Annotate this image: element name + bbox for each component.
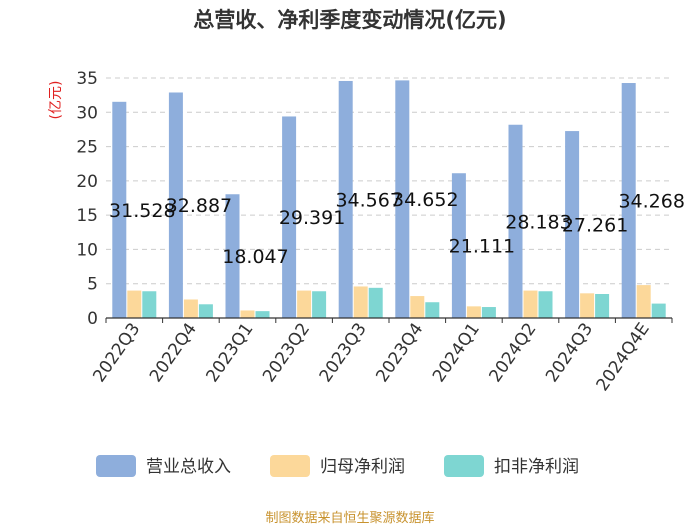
x-tick-label: 2023Q4 [372, 319, 427, 386]
bar [410, 296, 425, 318]
x-tick-label: 2024Q1 [429, 319, 484, 386]
bar [183, 299, 198, 318]
bar [466, 306, 481, 318]
x-tick-labels: 2022Q3 2022Q4 2023Q1 2023Q2 2023Q3 2023Q4 2024… [89, 318, 673, 395]
bar [481, 307, 496, 318]
bar [425, 302, 440, 318]
legend: 营业总收入 归母净利润 扣非净利润 [96, 455, 579, 477]
bar [523, 290, 538, 318]
legend-swatch [96, 455, 136, 477]
y-tick-label: 10 [76, 240, 98, 260]
y-tick-label: 30 [76, 103, 98, 123]
x-tick-label: 2023Q3 [316, 319, 371, 386]
x-tick-label: 2024Q4E [593, 319, 654, 395]
legend-swatch [270, 455, 310, 477]
legend-label: 营业总收入 [146, 457, 231, 477]
y-tick-labels: 0 5 10 15 20 25 30 35 [76, 69, 98, 329]
data-label: 27.261 [562, 215, 628, 237]
data-label: 34.268 [618, 191, 684, 213]
data-label: 29.391 [279, 207, 345, 229]
x-tick-label: 2024Q3 [542, 319, 597, 386]
y-tick-label: 15 [76, 206, 98, 226]
legend-label: 扣非净利润 [494, 457, 579, 477]
chart-title: 总营收、净利季度变动情况(亿元) [193, 8, 506, 32]
grid-lines [106, 77, 672, 285]
y-axis-label: (亿元) [48, 81, 64, 120]
bar [651, 303, 666, 318]
y-tick-label: 20 [76, 172, 98, 192]
bar [282, 116, 297, 318]
data-label: 31.528 [109, 200, 175, 222]
bar [240, 310, 255, 318]
bar [621, 83, 636, 318]
bar [353, 286, 368, 318]
bar [508, 124, 523, 318]
bar [127, 290, 142, 318]
y-tick-label: 35 [76, 69, 98, 89]
data-label: 21.111 [449, 236, 515, 258]
bar [338, 80, 353, 318]
bar [312, 291, 327, 318]
y-tick-label: 25 [76, 138, 98, 158]
bar [142, 291, 157, 318]
bar [580, 293, 595, 318]
bar [595, 294, 610, 318]
data-label: 34.652 [392, 189, 458, 211]
data-label: 18.047 [222, 246, 288, 268]
bar [368, 287, 383, 318]
x-tick-label: 2022Q3 [89, 319, 144, 386]
data-label: 34.567 [335, 189, 401, 211]
bar [112, 101, 127, 318]
data-label: 32.887 [166, 195, 232, 217]
bar-marks [112, 80, 666, 319]
legend-swatch [444, 455, 484, 477]
x-tick-label: 2022Q4 [146, 319, 201, 386]
source-note: 制图数据来自恒生聚源数据库 [265, 510, 434, 525]
data-label: 28.183 [505, 211, 571, 233]
bar [168, 92, 183, 319]
bar [565, 131, 580, 318]
y-tick-label: 5 [87, 275, 98, 295]
bar [198, 304, 213, 318]
bar [255, 311, 270, 318]
bar [395, 80, 410, 318]
y-tick-label: 0 [87, 309, 98, 329]
bar [538, 291, 553, 318]
legend-label: 归母净利润 [320, 457, 405, 477]
bar [451, 173, 466, 318]
x-tick-label: 2023Q1 [203, 319, 258, 386]
x-tick-label: 2024Q2 [486, 319, 541, 386]
bar [636, 285, 651, 318]
bar [297, 290, 312, 318]
x-tick-label: 2023Q2 [259, 319, 314, 386]
bar [225, 194, 240, 318]
